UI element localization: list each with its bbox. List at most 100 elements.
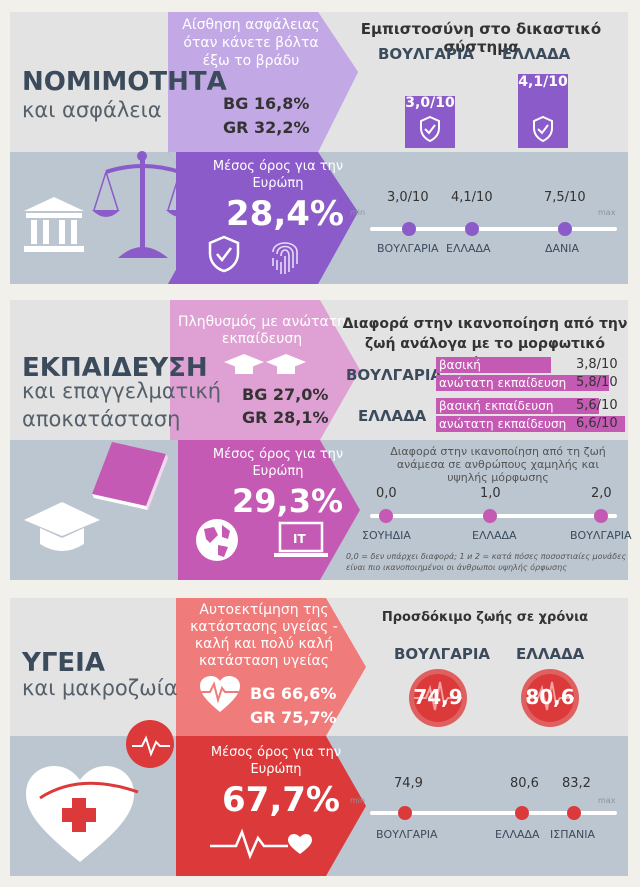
bg-basic-value: 3,8/10 [576,357,618,372]
chevron-shape [168,12,358,284]
country-bg-label: ΒΟΥΛΓΑΡΙΑ [394,645,491,663]
scale-value: 1,0 [480,486,501,501]
scale-country: ΕΛΛΑΔΑ [472,529,517,542]
section-subtitle: και επαγγελματική [22,379,222,403]
medical-heart-icon [26,720,174,862]
scale-dot [379,509,393,523]
bar-bg-basic: βασική εκπαίδευση [436,357,551,388]
country-gr-label: ΕΛΛΑΔΑ [358,407,427,425]
gr-stat: GR 32,2% [223,118,310,137]
trust-box-gr [518,74,568,148]
scale-value: 2,0 [591,486,612,501]
scale-max-label: max [598,208,616,217]
laptop-icon [274,521,328,557]
scale-line [370,811,617,815]
country-bg-label: ΒΟΥΛΓΑΡΙΑ [346,366,443,384]
bg-stat: BG 27,0% [242,385,329,404]
scale-value: 80,6 [510,776,539,791]
section-legality: ΝΟΜΙΜΟΤΗΤΑ και ασφάλεια Αίσθηση ασφάλεια… [10,12,628,284]
section-title: ΝΟΜΙΜΟΤΗΤΑ [22,67,227,97]
europe-avg-value: 29,3% [232,482,344,520]
section-subtitle: και μακροζωία [22,676,178,700]
scale-dot [483,509,497,523]
gr-stat: GR 75,7% [250,708,337,727]
shield-check-icon [420,115,440,143]
scale-value: 7,5/10 [544,190,586,205]
scale-dot [558,222,572,236]
trust-value-bg: 3,0/10 [405,95,455,111]
it-label: IT [293,532,306,546]
scale-country: ΙΣΠΑΝΙΑ [550,828,595,841]
gr-stat: GR 28,1% [242,408,329,427]
scale-country: ΒΟΥΛΓΑΡΙΑ [377,242,439,255]
fingerprint-icon [272,242,298,274]
trust-title: Εμπιστοσύνη στο δικαστικό σύστημα [360,20,602,56]
scales-of-justice-icon [92,151,194,258]
country-gr-label: ΕΛΛΑΔΑ [502,45,571,63]
scale-dot [594,509,608,523]
courthouse-icon [24,197,84,252]
pulse-heart-icon [210,828,312,860]
scale-country: ΕΛΛΑΔΑ [446,242,491,255]
scale-value: 83,2 [562,776,591,791]
section-title: ΥΓΕΙΑ [22,648,105,678]
scale-dot [465,222,479,236]
life-value-gr: 80,6 [525,685,575,709]
section-subtitle: αποκατάσταση [22,407,181,431]
section-health: ΥΓΕΙΑ και μακροζωία Αυτοεκτίμηση της κατ… [10,598,628,876]
scale-line [370,227,617,231]
scale-min-label: min [350,208,366,217]
bar-bg-higher: ανώτατη εκπαίδευση [436,375,609,391]
life-value-bg: 74,9 [413,685,463,709]
bar-gr-higher: ανώτατη εκπαίδευση [436,416,625,432]
trust-value-gr: 4,1/10 [518,74,568,90]
scale-country: ΣΟΥΗΔΙΑ [362,529,411,542]
section-subtitle: και ασφάλεια [22,98,162,122]
country-gr-label: ΕΛΛΑΔΑ [516,645,585,663]
bg-higher-value: 5,8/10 [576,375,618,390]
europe-avg-label: Μέσος όρος για την Ευρώπη [212,447,344,479]
life-circle-bg [409,669,467,727]
safety-label: Αίσθηση ασφάλειας όταν κάνετε βόλτα έξω … [182,17,320,69]
scale-dot [567,806,581,820]
book-icon [92,442,168,510]
gr-basic-value: 5,6/10 [576,398,618,413]
scale-country: ΒΟΥΛΓΑΡΙΑ [570,529,632,542]
graduation-cap-icon [224,354,306,374]
scale-value: 0,0 [376,486,397,501]
section-title: ΕΚΠΑΙΔΕΥΣΗ [22,353,208,383]
scale-min-label: min [350,796,366,805]
scale-title: Διαφορά στην ικανοποίηση από τη ζωή ανάμ… [390,445,606,484]
europe-avg-label: Μέσος όρος για την Ευρώπη [212,159,344,191]
bg-stat: BG 66,6% [250,684,337,703]
scale-max-label: max [598,796,616,805]
scale-dot [398,806,412,820]
bg-stat: BG 16,8% [223,94,310,113]
footnote: 0,0 = δεν υπάρχει διαφορά; 1 и 2 = κατά … [346,552,627,572]
self-assessment-label: Αυτοεκτίμηση της κατάστασης υγείας - καλ… [190,602,338,669]
life-expectancy-title: Προσδόκιμο ζωής σε χρόνια [381,610,589,625]
europe-avg-label: Μέσος όρος για την Ευρώπη [210,745,342,777]
gr-higher-value: 6,6/10 [576,416,618,431]
bar-gr-basic: βασική εκπαίδευση [436,398,599,414]
globe-icon [196,519,238,561]
shield-check-icon [533,115,553,143]
heart-pulse-icon [200,676,240,712]
scale-country: ΕΛΛΑΔΑ [495,828,540,841]
europe-avg-value: 67,7% [222,780,340,820]
scale-dot [402,222,416,236]
scale-value: 4,1/10 [451,190,493,205]
europe-avg-value: 28,4% [226,194,344,234]
country-bg-label: ΒΟΥΛΓΑΡΙΑ [378,45,475,63]
life-circle-gr [521,669,579,727]
scale-country: ΔΑΝΙΑ [545,242,580,255]
scale-country: ΒΟΥΛΓΑΡΙΑ [376,828,438,841]
scale-value: 3,0/10 [387,190,429,205]
section-education: ΕΚΠΑΙΔΕΥΣΗ και επαγγελματική αποκατάστασ… [10,300,632,580]
trust-box-bg [405,96,455,148]
scale-dot [515,806,529,820]
graduation-cap-icon [24,502,100,551]
population-label: Πληθυσμός με ανώτατη εκπαίδευση [177,314,347,347]
scale-value: 74,9 [394,776,423,791]
shield-check-icon [208,235,240,273]
